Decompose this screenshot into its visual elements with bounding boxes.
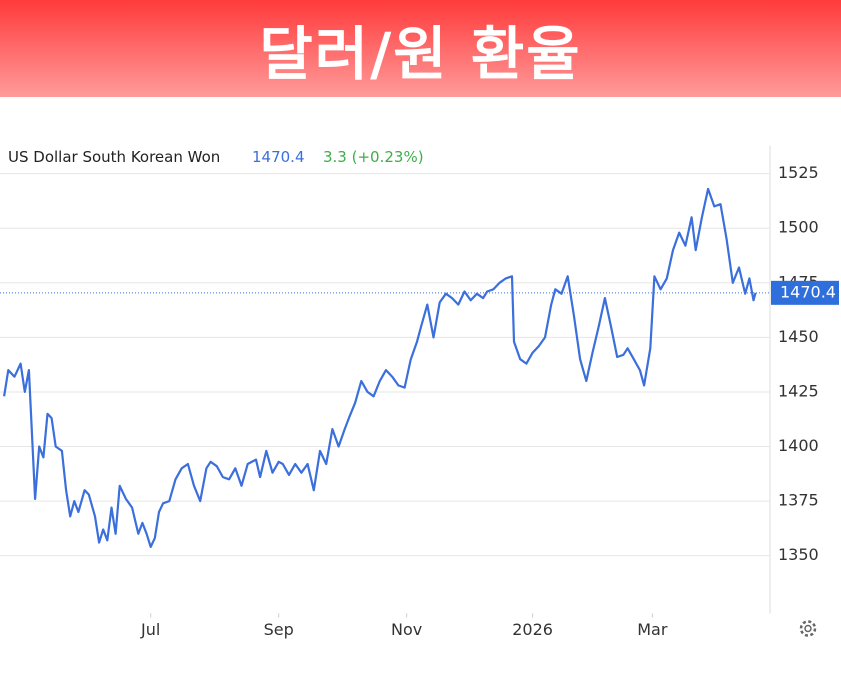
price-line xyxy=(3,187,757,548)
x-tick-label: Nov xyxy=(391,620,422,639)
x-tick-label: Jul xyxy=(140,620,160,639)
y-tick-label: 1450 xyxy=(778,327,819,346)
y-tick-label: 1375 xyxy=(778,491,819,510)
y-tick-label: 1425 xyxy=(778,381,819,400)
settings-icon[interactable] xyxy=(799,620,817,637)
y-tick-label: 1500 xyxy=(778,218,819,237)
y-tick-label: 1350 xyxy=(778,545,819,564)
x-tick-label: Mar xyxy=(637,620,668,639)
y-tick-label: 1525 xyxy=(778,163,819,182)
x-tick-label: 2026 xyxy=(512,620,553,639)
last-price-tag-label: 1470.4 xyxy=(780,282,836,301)
x-tick-label: Sep xyxy=(264,620,294,639)
series-name: US Dollar South Korean Won xyxy=(8,148,220,166)
page: 달러/원 환율 US Dollar South Korean Won 1470.… xyxy=(0,0,841,639)
chart: US Dollar South Korean Won 1470.4 3.3 (+… xyxy=(0,145,839,639)
header-title: 달러/원 환율 xyxy=(259,19,582,88)
last-price: 1470.4 xyxy=(252,148,305,166)
y-tick-label: 1400 xyxy=(778,436,819,455)
header: 달러/원 환율 xyxy=(0,0,841,97)
price-change: 3.3 (+0.23%) xyxy=(323,148,424,166)
last-price-tag xyxy=(771,280,839,305)
